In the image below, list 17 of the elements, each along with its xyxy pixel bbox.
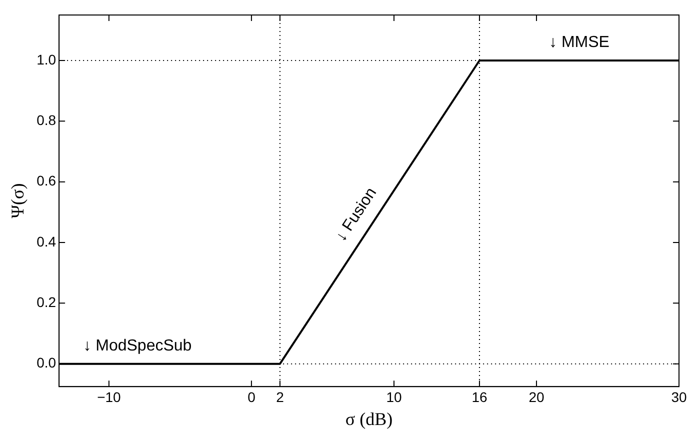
y-tick-label: 0.8 xyxy=(36,112,56,128)
y-tick-label: 0.4 xyxy=(36,233,56,250)
annotation: ↓ MMSE xyxy=(549,34,610,51)
y-tick-label: 0.0 xyxy=(36,354,56,371)
x-tick-label: 2 xyxy=(276,388,284,405)
y-tick-label: 0.6 xyxy=(36,172,56,189)
x-axis-title: σ (dB) xyxy=(345,408,393,429)
x-tick-label: 10 xyxy=(386,388,402,405)
x-tick-label: 16 xyxy=(472,388,488,405)
x-tick-label: −10 xyxy=(97,388,122,405)
x-tick-label: 20 xyxy=(528,388,544,405)
y-tick-label: 1.0 xyxy=(36,51,56,68)
y-tick-label: 0.2 xyxy=(36,294,56,310)
x-tick-label: 30 xyxy=(671,388,687,405)
x-tick-label: 0 xyxy=(248,388,256,405)
y-axis-title: Ψ(σ) xyxy=(8,183,28,218)
annotation: ↓ ModSpecSub xyxy=(83,337,192,354)
